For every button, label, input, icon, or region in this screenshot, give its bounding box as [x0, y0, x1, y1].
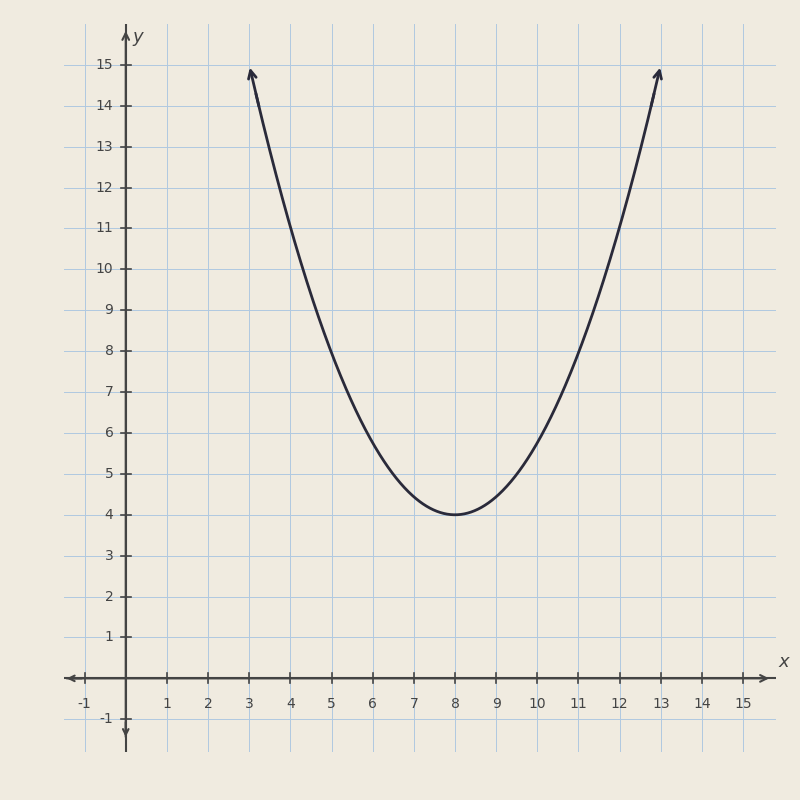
Text: 15: 15 [734, 697, 752, 710]
Text: -1: -1 [78, 697, 91, 710]
Text: 5: 5 [105, 467, 114, 481]
Text: 6: 6 [105, 426, 114, 440]
Text: -1: -1 [100, 712, 114, 726]
Text: 7: 7 [105, 385, 114, 399]
Text: 14: 14 [96, 98, 114, 113]
Text: 2: 2 [105, 590, 114, 603]
Text: 8: 8 [105, 344, 114, 358]
Text: 9: 9 [105, 303, 114, 318]
Text: 4: 4 [286, 697, 294, 710]
Text: 5: 5 [327, 697, 336, 710]
Text: 3: 3 [245, 697, 254, 710]
Text: 11: 11 [570, 697, 587, 710]
Text: 11: 11 [96, 222, 114, 235]
Text: 4: 4 [105, 508, 114, 522]
Text: x: x [778, 653, 789, 671]
Text: 8: 8 [450, 697, 459, 710]
Text: 2: 2 [204, 697, 213, 710]
Text: y: y [133, 28, 143, 46]
Text: 9: 9 [492, 697, 501, 710]
Text: 12: 12 [96, 181, 114, 194]
Text: 15: 15 [96, 58, 114, 72]
Text: 3: 3 [105, 549, 114, 562]
Text: 12: 12 [610, 697, 629, 710]
Text: 6: 6 [368, 697, 377, 710]
Text: 1: 1 [162, 697, 171, 710]
Text: 13: 13 [96, 140, 114, 154]
Text: 10: 10 [529, 697, 546, 710]
Text: 13: 13 [652, 697, 670, 710]
Text: 1: 1 [105, 630, 114, 645]
Text: 10: 10 [96, 262, 114, 276]
Text: 14: 14 [693, 697, 710, 710]
Text: 7: 7 [410, 697, 418, 710]
